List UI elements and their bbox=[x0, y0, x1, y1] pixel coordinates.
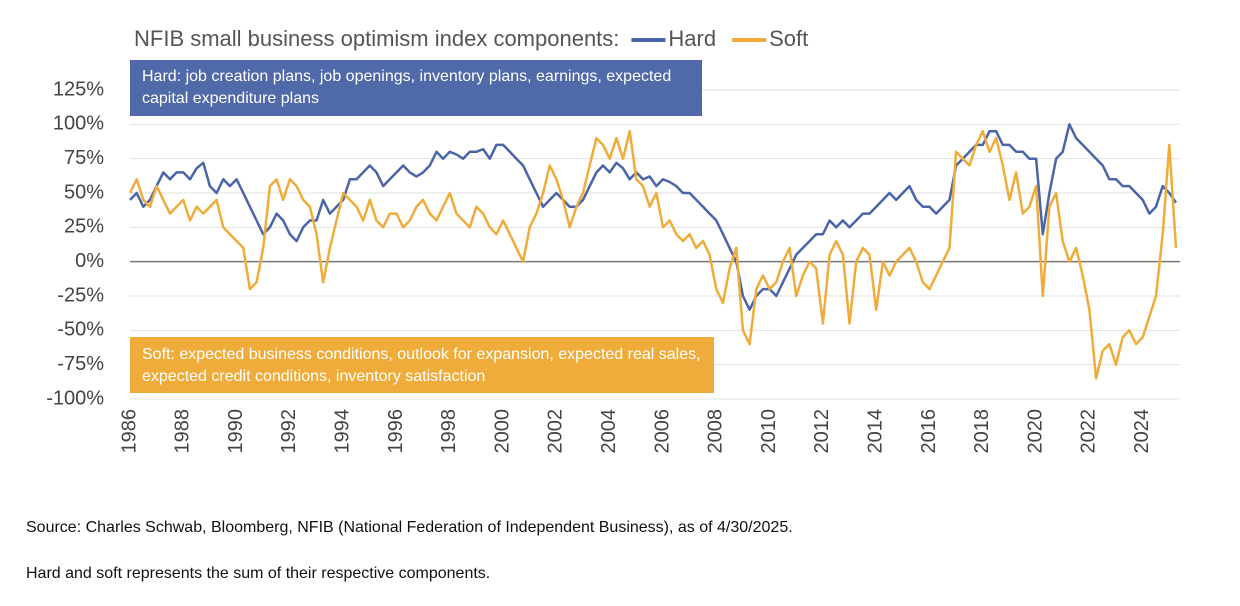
legend-label: Hard bbox=[668, 26, 716, 51]
plot bbox=[128, 123, 1178, 380]
x-tick-label: 2006 bbox=[651, 409, 673, 454]
y-tick-label: 125% bbox=[53, 78, 104, 100]
x-tick-label: 1998 bbox=[438, 409, 460, 454]
chart-title: NFIB small business optimism index compo… bbox=[134, 26, 619, 51]
annotation: Soft: expected business conditions, outl… bbox=[142, 346, 701, 385]
grid: -100% -75% -50% -25% 0% 25% 50% 75% 100% 125% 1986… bbox=[46, 78, 1180, 454]
x-tick-label: 2010 bbox=[758, 409, 780, 454]
y-tick-label: -100% bbox=[46, 387, 104, 409]
hard-annotation-box bbox=[130, 60, 702, 116]
annotation: Hard: job creation plans, job openings, … bbox=[142, 68, 671, 107]
x-tick-label: 1992 bbox=[278, 409, 300, 454]
x-tick-label: 2004 bbox=[598, 409, 620, 454]
x-tick-label: 1988 bbox=[172, 409, 194, 454]
y-tick-label: -50% bbox=[57, 319, 104, 341]
source: Source: Charles Schwab, Bloomberg, NFIB … bbox=[26, 519, 793, 536]
x-tick-label: 1990 bbox=[225, 409, 247, 454]
x-tick-label: 2012 bbox=[811, 409, 833, 454]
x-tick-label: 2014 bbox=[864, 409, 886, 454]
series-line bbox=[129, 123, 1178, 311]
x-tick-label: 2002 bbox=[545, 409, 567, 454]
y-tick-label: 75% bbox=[64, 147, 104, 169]
x-tick-label: 2018 bbox=[971, 409, 993, 454]
x-tick-label: 2024 bbox=[1131, 409, 1153, 454]
y-tick-label: 25% bbox=[64, 216, 104, 238]
legend: Hard Soft bbox=[631, 26, 808, 51]
x-tick-label: 1994 bbox=[331, 409, 353, 454]
x-tick-label: 1996 bbox=[385, 409, 407, 454]
x-tick-label: 1986 bbox=[118, 409, 140, 454]
y-tick-label: -75% bbox=[57, 353, 104, 375]
y-tick-label: -25% bbox=[57, 284, 104, 306]
series-line bbox=[128, 129, 1178, 380]
x-tick-label: 2020 bbox=[1024, 409, 1046, 454]
y-tick-label: 0% bbox=[75, 250, 104, 272]
note: Hard and soft represents the sum of thei… bbox=[26, 565, 490, 582]
soft-annotation-box bbox=[130, 337, 714, 393]
legend-label: Soft bbox=[769, 26, 808, 51]
x-tick-label: 2016 bbox=[918, 409, 940, 454]
x-tick-label: 2008 bbox=[705, 409, 727, 454]
y-tick-label: 50% bbox=[64, 181, 104, 203]
y-tick-label: 100% bbox=[53, 113, 104, 135]
x-tick-label: 2022 bbox=[1078, 409, 1100, 454]
x-tick-label: 2000 bbox=[491, 409, 513, 454]
